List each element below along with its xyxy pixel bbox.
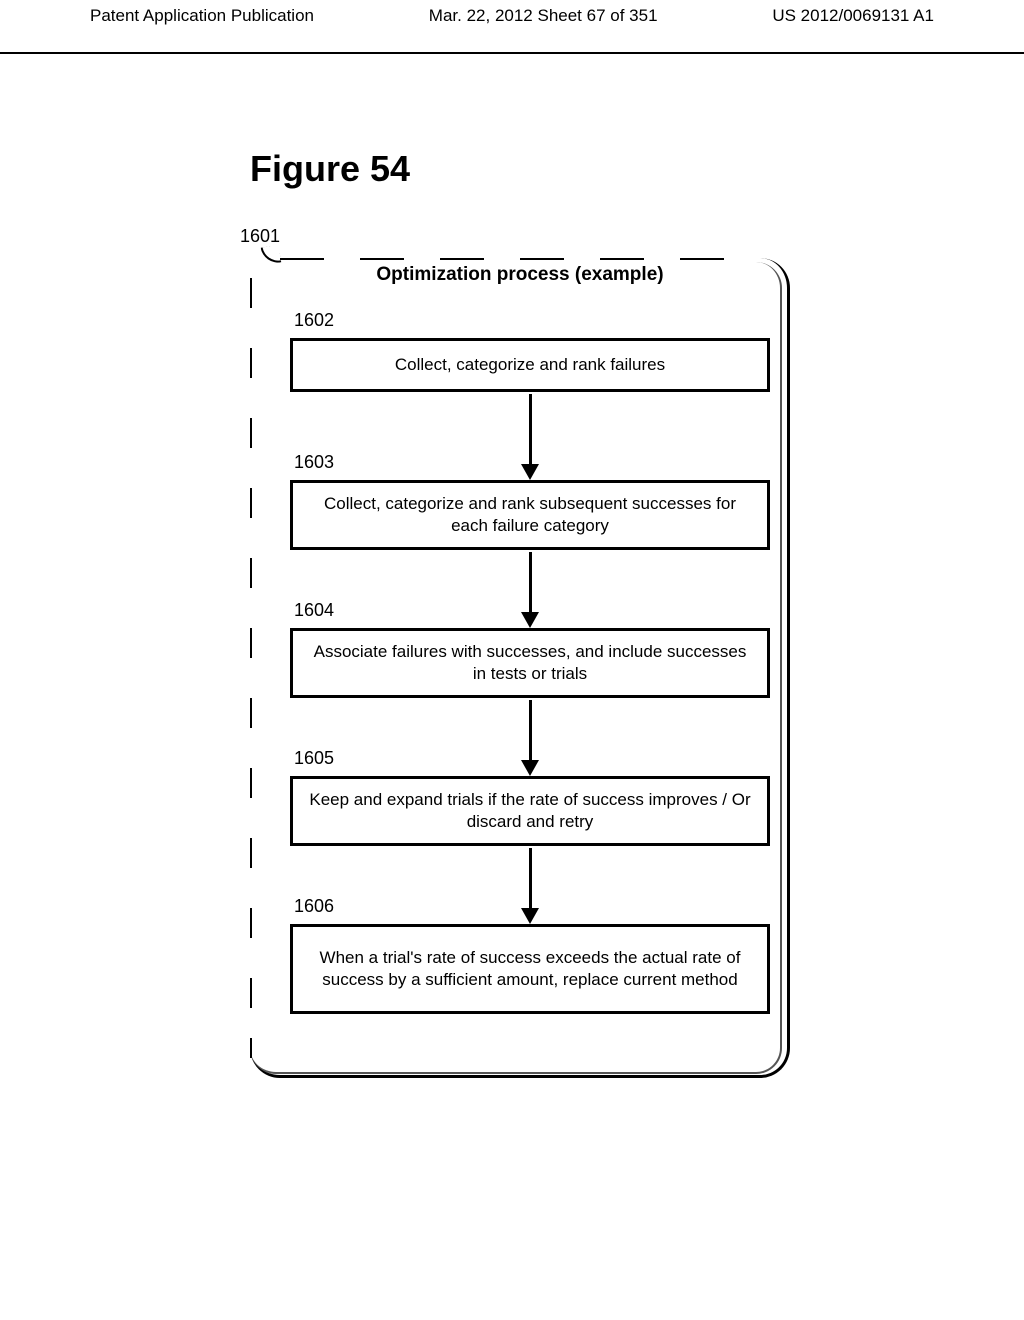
ref-1601: 1601: [240, 226, 280, 247]
step-box: Associate failures with successes, and i…: [290, 628, 770, 698]
container-title: Optimization process (example): [250, 264, 790, 286]
step-box: When a trial's rate of success exceeds t…: [290, 924, 770, 1014]
arrow-head-icon: [521, 612, 539, 628]
dash-top: [600, 258, 644, 260]
arrow-line: [529, 394, 532, 464]
dash-left: [250, 558, 252, 588]
dash-left: [250, 488, 252, 518]
dash-left: [250, 348, 252, 378]
dash-left: [250, 418, 252, 448]
dash-left: [250, 768, 252, 798]
step-ref: 1604: [294, 600, 334, 621]
dash-left: [250, 698, 252, 728]
step-ref: 1606: [294, 896, 334, 917]
dash-left: [250, 978, 252, 1008]
dash-left: [250, 1038, 252, 1058]
header-left: Patent Application Publication: [90, 6, 314, 26]
step-ref: 1602: [294, 310, 334, 331]
dash-left: [250, 908, 252, 938]
step-box: Collect, categorize and rank failures: [290, 338, 770, 392]
flowchart-container: 1601 Optimization process (example) 1602…: [250, 258, 790, 1078]
dash-top: [680, 258, 724, 260]
arrow-head-icon: [521, 760, 539, 776]
arrow-line: [529, 848, 532, 908]
figure-title: Figure 54: [250, 148, 410, 190]
arrow-head-icon: [521, 464, 539, 480]
arrow-head-icon: [521, 908, 539, 924]
step-box: Keep and expand trials if the rate of su…: [290, 776, 770, 846]
header-right: US 2012/0069131 A1: [772, 6, 934, 26]
dash-top: [360, 258, 404, 260]
page-header: Patent Application Publication Mar. 22, …: [0, 0, 1024, 26]
dash-left: [250, 838, 252, 868]
dash-top: [440, 258, 484, 260]
arrow-line: [529, 700, 532, 760]
dash-top: [520, 258, 564, 260]
dash-left: [250, 628, 252, 658]
step-ref: 1605: [294, 748, 334, 769]
header-center: Mar. 22, 2012 Sheet 67 of 351: [429, 6, 658, 26]
arrow-line: [529, 552, 532, 612]
dash-top: [280, 258, 324, 260]
step-ref: 1603: [294, 452, 334, 473]
step-box: Collect, categorize and rank subsequent …: [290, 480, 770, 550]
page-rule: [0, 52, 1024, 54]
